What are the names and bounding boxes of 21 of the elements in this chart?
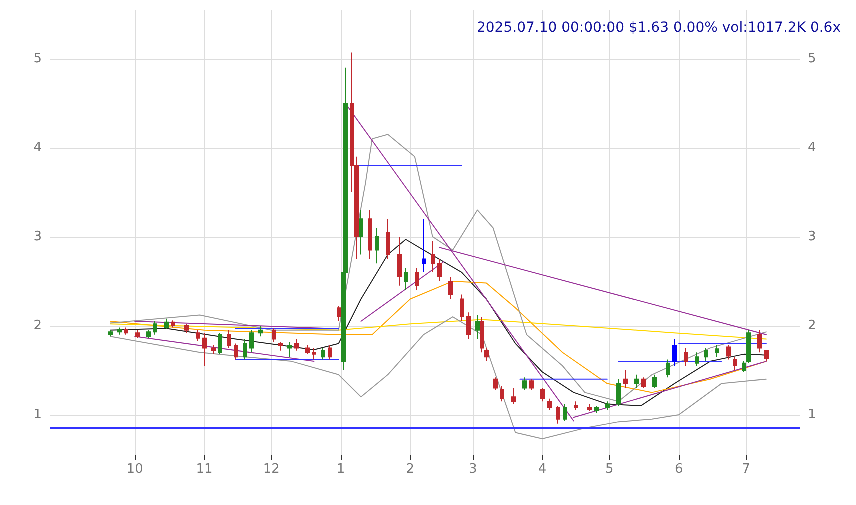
y-tick-label: 3 bbox=[34, 229, 42, 244]
x-tick-label: 2 bbox=[406, 462, 415, 477]
x-tick-label: 7 bbox=[742, 462, 750, 477]
y2-tick-label: 4 bbox=[808, 140, 816, 156]
y2-tick-label: 3 bbox=[808, 229, 816, 244]
x-tick-label: 11 bbox=[196, 462, 213, 477]
y-tick-label: 5 bbox=[34, 51, 42, 66]
text: 2025.07.10 00:00:00 $1.63 0.00% vol:1017.2K 0.6x bbox=[476, 20, 841, 36]
y2-tick-label: 5 bbox=[808, 51, 816, 66]
x-tick-label: 10 bbox=[126, 462, 144, 477]
y2-tick-label: 1 bbox=[808, 407, 816, 422]
x-tick-label: 4 bbox=[538, 462, 547, 477]
y-tick-label: 1 bbox=[34, 407, 42, 422]
y-tick-label: 2 bbox=[34, 318, 42, 334]
x-tick-label: 6 bbox=[674, 462, 684, 477]
x-tick-label: 1 bbox=[336, 462, 346, 477]
y-tick-label: 4 bbox=[34, 140, 42, 156]
x-tick-label: 5 bbox=[606, 462, 614, 477]
y2-tick-label: 2 bbox=[808, 318, 816, 334]
x-tick-label: 12 bbox=[263, 462, 280, 477]
x-tick-label: 3 bbox=[468, 462, 478, 477]
